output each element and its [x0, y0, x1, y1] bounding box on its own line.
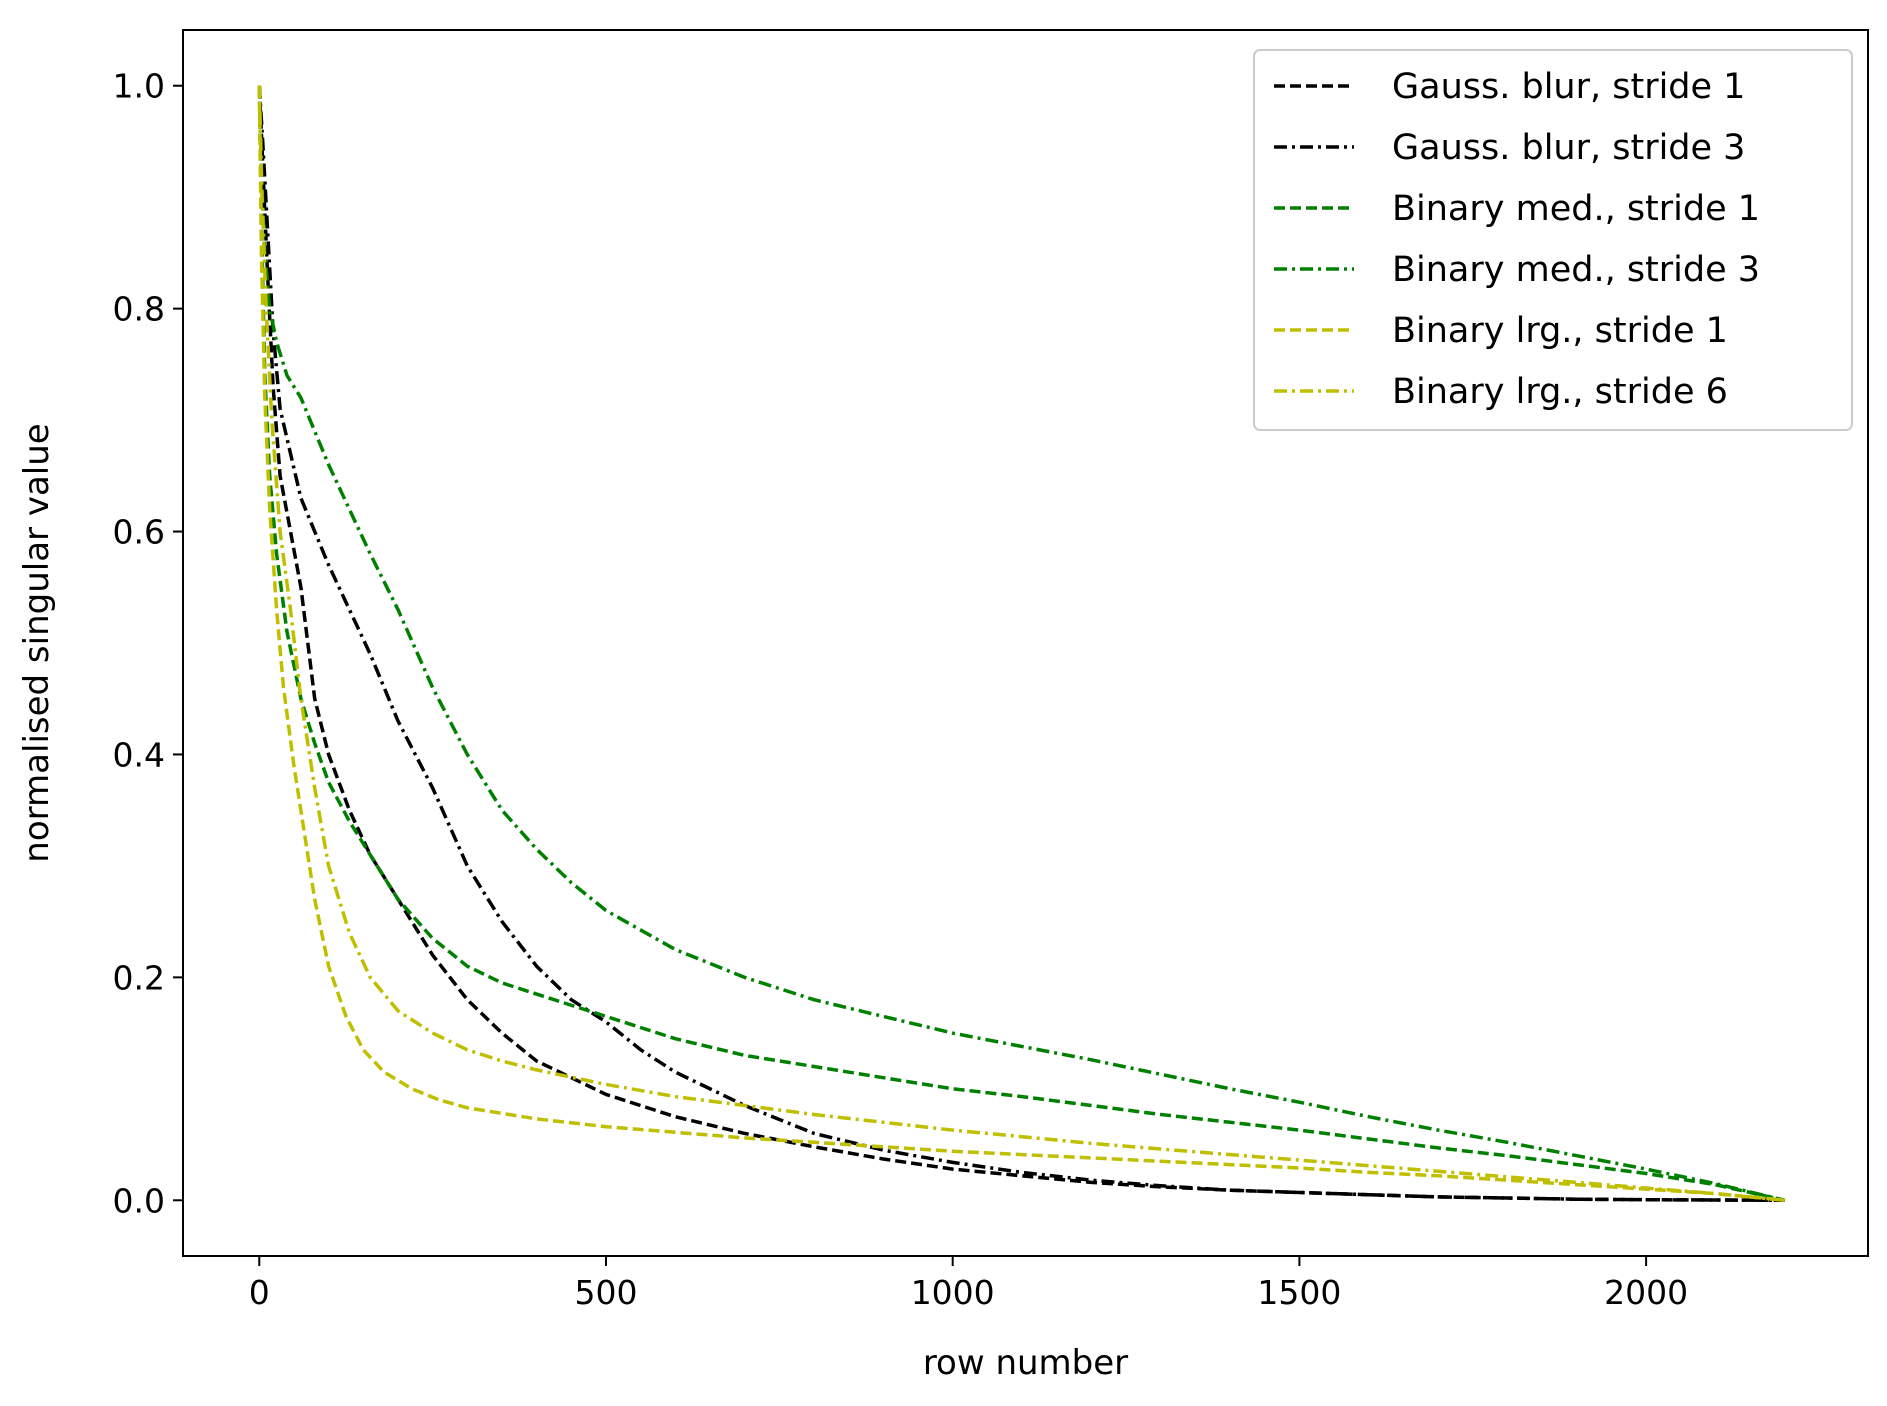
- y-tick-label: 1.0: [113, 67, 165, 106]
- plot-frame: [182, 29, 1869, 1257]
- legend-label: Binary med., stride 3: [1392, 250, 1760, 290]
- y-axis: 0.0 0.2 0.4 0.6 0.8 1.0: [113, 67, 183, 1220]
- x-tick-label: 1000: [911, 1273, 995, 1312]
- legend-label: Gauss. blur, stride 3: [1392, 128, 1745, 168]
- x-tick-label: 500: [574, 1273, 637, 1312]
- series-line-6: [257, 85, 1785, 1203]
- x-tick-label: 2000: [1604, 1273, 1688, 1312]
- x-axis: 0 500 1000 1500 2000: [249, 1256, 1688, 1312]
- legend-label: Binary lrg., stride 1: [1392, 311, 1728, 351]
- series-line-5: [257, 85, 1785, 1203]
- y-tick-label: 0.0: [113, 1181, 165, 1220]
- y-tick-label: 0.4: [113, 735, 165, 774]
- series-layer: [257, 85, 1786, 1203]
- x-axis-label: row number: [923, 1343, 1128, 1383]
- x-tick-label: 1500: [1257, 1273, 1341, 1312]
- legend-frame: [1253, 49, 1853, 431]
- series-line-3: [257, 85, 1786, 1203]
- legend-label: Binary med., stride 1: [1392, 189, 1760, 229]
- x-tick-label: 0: [249, 1273, 270, 1312]
- y-axis-label: normalised singular value: [17, 423, 57, 862]
- y-tick-label: 0.6: [113, 513, 165, 552]
- legend-label: Gauss. blur, stride 1: [1392, 67, 1745, 107]
- y-tick-label: 0.2: [113, 958, 165, 997]
- series-line-2: [257, 85, 1785, 1203]
- y-tick-label: 0.8: [113, 290, 165, 329]
- legend: Gauss. blur, stride 1 Gauss. blur, stride…: [1253, 49, 1853, 431]
- legend-label: Binary lrg., stride 6: [1392, 372, 1728, 412]
- series-line-4: [257, 85, 1786, 1203]
